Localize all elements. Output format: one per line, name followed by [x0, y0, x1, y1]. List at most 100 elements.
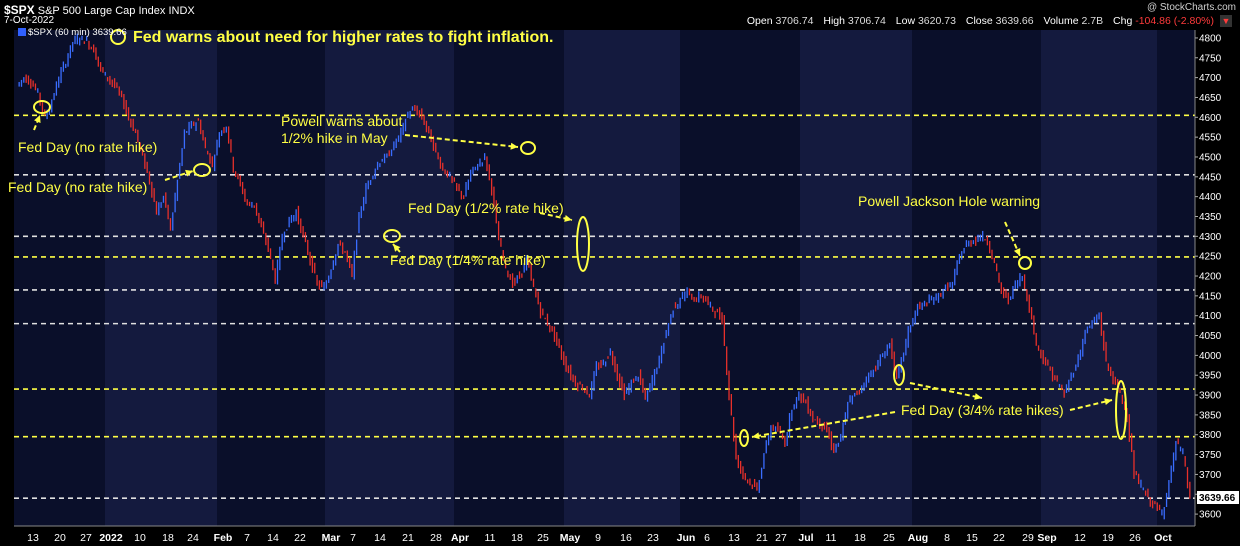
- annotation-circle: [1115, 380, 1127, 440]
- y-axis: 3600365037003750380038503900395040004050…: [1194, 30, 1222, 526]
- series-swatch: [18, 28, 26, 37]
- x-tick-label: 22: [294, 532, 306, 544]
- month-band: [325, 30, 454, 526]
- x-tick-label: 8: [944, 532, 950, 544]
- arrow-head: [974, 393, 982, 400]
- annotation-circle: [33, 100, 51, 114]
- x-tick-label: 24: [187, 532, 199, 544]
- last-value-label: 3639.66: [1197, 491, 1239, 504]
- series-legend: $SPX (60 min) 3639.66: [18, 27, 127, 38]
- x-tick-label: 27: [80, 532, 92, 544]
- y-tick-label: 4550: [1199, 133, 1222, 144]
- annotation-circle: [383, 229, 401, 243]
- annotation-circle: [193, 163, 211, 177]
- chg-label: Chg: [1113, 15, 1133, 27]
- x-tick-label: 21: [402, 532, 414, 544]
- x-tick-label: 23: [647, 532, 659, 544]
- annotation-label: Powell Jackson Hole warning: [858, 193, 1040, 209]
- y-tick-label: 3950: [1199, 371, 1222, 382]
- x-tick-label: 19: [1102, 532, 1114, 544]
- y-tick-label: 3900: [1199, 391, 1222, 402]
- x-tick-label: 13: [27, 532, 39, 544]
- exchange: INDX: [168, 5, 195, 17]
- close-label: Close: [965, 15, 993, 27]
- y-tick-label: 4350: [1199, 212, 1222, 223]
- month-band: [1041, 30, 1157, 526]
- x-tick-label: 7: [244, 532, 250, 544]
- series-label: $SPX (60 min) 3639.66: [28, 27, 127, 38]
- y-tick-label: 4650: [1199, 93, 1222, 104]
- x-tick-label: Apr: [451, 532, 469, 544]
- chevron-down-icon[interactable]: ▼: [1220, 15, 1232, 27]
- y-tick-label: 4300: [1199, 232, 1222, 243]
- close-value: 3639.66: [995, 15, 1034, 27]
- x-tick-label: Mar: [322, 532, 341, 544]
- y-tick-label: 4250: [1199, 252, 1222, 263]
- annotation-label: Fed Day (3/4% rate hikes): [901, 402, 1064, 418]
- y-tick-label: 3750: [1199, 450, 1222, 461]
- x-tick-label: Oct: [1154, 532, 1172, 544]
- annotation-arrow: [909, 382, 983, 399]
- x-tick-label: 14: [267, 532, 279, 544]
- annotation-label: Fed Day (1/4% rate hike): [390, 252, 546, 268]
- open-value: 3706.74: [775, 15, 814, 27]
- title-circle: [110, 29, 126, 45]
- x-tick-label: 16: [620, 532, 632, 544]
- y-tick-label: 4000: [1199, 351, 1222, 362]
- x-tick-label: Sep: [1037, 532, 1056, 544]
- x-tick-label: 13: [728, 532, 740, 544]
- annotation-circle: [1018, 256, 1032, 270]
- volume-label: Volume: [1043, 15, 1079, 27]
- arrow-head: [393, 244, 401, 252]
- month-bands: [14, 30, 1195, 526]
- x-tick-label: 27: [775, 532, 787, 544]
- x-tick-label: 10: [134, 532, 146, 544]
- volume-value: 2.7B: [1081, 15, 1104, 27]
- last-value-text: 3639.66: [1199, 493, 1236, 504]
- y-tick-label: 3600: [1199, 510, 1222, 521]
- annotation-circle: [893, 364, 905, 386]
- y-tick-label: 4750: [1199, 53, 1222, 64]
- arrow-head: [510, 142, 518, 150]
- annotation-circle: [576, 216, 590, 272]
- x-tick-label: 25: [537, 532, 549, 544]
- horizontal-lines: [14, 114, 1195, 500]
- x-tick-label: 11: [485, 532, 496, 544]
- x-tick-label: 25: [883, 532, 895, 544]
- chart-title: Fed warns about need for higher rates to…: [133, 29, 553, 46]
- x-tick-label: 18: [162, 532, 174, 544]
- arrow-head: [185, 169, 193, 177]
- x-tick-label: Jun: [677, 532, 696, 544]
- annotation-label: Powell warns about: [281, 113, 403, 129]
- arrow-head: [564, 215, 572, 222]
- x-axis: 13 20 27 2022 10 18 24 Feb 7 14 22 Mar 7 14 21 28 Apr 11 1…: [14, 525, 1195, 544]
- low-label: Low: [895, 15, 916, 27]
- x-tick-label: 29: [1022, 532, 1034, 544]
- y-tick-label: 4500: [1199, 152, 1222, 163]
- x-tick-label: 26: [1129, 532, 1141, 544]
- month-band: [800, 30, 912, 526]
- annotation-circle: [520, 141, 536, 155]
- y-tick-label: 4700: [1199, 73, 1222, 84]
- high-label: High: [823, 15, 845, 27]
- annotations: Fed Day (no rate hike) Fed Day (no rate h…: [8, 29, 1127, 447]
- annotation-arrow: [404, 134, 519, 148]
- x-tick-label: 6: [704, 532, 710, 544]
- watermark: @ StockCharts.com: [1146, 2, 1236, 13]
- y-tick-label: 4450: [1199, 172, 1222, 183]
- y-tick-label: 4150: [1199, 291, 1222, 302]
- annotation-label: Fed Day (no rate hike): [8, 179, 147, 195]
- chart-header-symbol: $SPX S&P 500 Large Cap Index INDX: [4, 3, 195, 17]
- y-tick-label: 4400: [1199, 192, 1222, 203]
- y-tick-label: 4100: [1199, 311, 1222, 322]
- symbol: $SPX: [4, 3, 35, 17]
- x-tick-label: 21: [756, 532, 768, 544]
- chart-date: 7-Oct-2022: [4, 15, 55, 26]
- x-tick-label: Feb: [214, 532, 233, 544]
- arrow-head: [34, 115, 41, 123]
- annotation-label: 1/2% hike in May: [281, 130, 388, 146]
- x-tick-label: May: [560, 532, 581, 544]
- price-bars: [18, 33, 1191, 520]
- x-tick-label: 9: [595, 532, 601, 544]
- x-tick-label: 28: [430, 532, 442, 544]
